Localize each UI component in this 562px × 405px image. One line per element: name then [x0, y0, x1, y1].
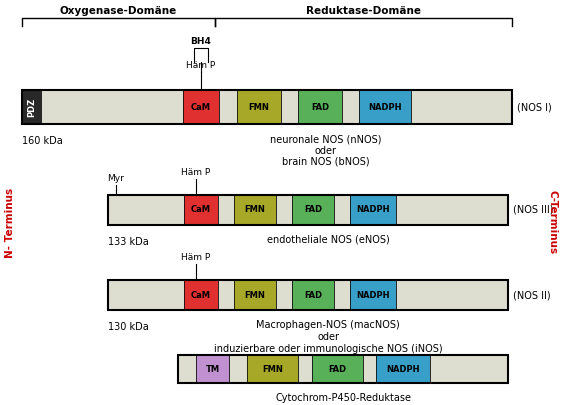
Bar: [184, 195, 218, 225]
Text: Cytochrom-P450-Reduktase: Cytochrom-P450-Reduktase: [275, 393, 411, 403]
Bar: [196, 355, 229, 383]
Bar: [276, 195, 292, 225]
Bar: [430, 355, 508, 383]
Bar: [237, 90, 281, 124]
Bar: [350, 195, 396, 225]
Bar: [108, 280, 184, 310]
Text: Reduktase-Domäne: Reduktase-Domäne: [306, 6, 421, 16]
Bar: [334, 280, 350, 310]
Text: NADPH: NADPH: [387, 364, 420, 373]
Bar: [40, 90, 183, 124]
Text: brain NOS (bNOS): brain NOS (bNOS): [282, 157, 370, 167]
Text: (NOS I): (NOS I): [517, 102, 552, 112]
Bar: [234, 280, 276, 310]
Text: FMN: FMN: [262, 364, 283, 373]
Bar: [342, 90, 359, 124]
Text: N- Terminus: N- Terminus: [5, 188, 15, 258]
Bar: [376, 355, 430, 383]
Bar: [363, 355, 376, 383]
Text: induzierbare oder immunologische NOS (iNOS): induzierbare oder immunologische NOS (iN…: [214, 344, 442, 354]
Bar: [218, 195, 234, 225]
Text: neuronale NOS (nNOS): neuronale NOS (nNOS): [270, 134, 382, 144]
Text: CaM: CaM: [191, 102, 211, 111]
Text: (NOS III): (NOS III): [513, 205, 554, 215]
Bar: [108, 280, 508, 310]
Text: BH4: BH4: [191, 37, 211, 46]
Text: FAD: FAD: [328, 364, 346, 373]
Text: FMN: FMN: [244, 205, 265, 215]
Text: NADPH: NADPH: [356, 205, 390, 215]
Text: NADPH: NADPH: [356, 290, 390, 300]
Bar: [218, 280, 234, 310]
Bar: [276, 280, 292, 310]
Text: FAD: FAD: [311, 102, 329, 111]
Text: PDZ: PDZ: [27, 97, 36, 117]
Text: oder: oder: [315, 146, 337, 156]
Text: CaM: CaM: [191, 290, 211, 300]
Text: FMN: FMN: [244, 290, 265, 300]
Text: endotheliale NOS (eNOS): endotheliale NOS (eNOS): [266, 235, 389, 245]
Text: C-Terminus: C-Terminus: [547, 190, 557, 255]
Text: FAD: FAD: [304, 205, 322, 215]
Bar: [234, 195, 276, 225]
Bar: [229, 355, 247, 383]
Bar: [178, 355, 196, 383]
Bar: [184, 280, 218, 310]
Text: Macrophagen-NOS (macNOS): Macrophagen-NOS (macNOS): [256, 320, 400, 330]
Text: 133 kDa: 133 kDa: [108, 237, 149, 247]
Bar: [411, 90, 512, 124]
Bar: [220, 90, 237, 124]
Bar: [292, 195, 334, 225]
Text: TM: TM: [206, 364, 220, 373]
Bar: [396, 280, 508, 310]
Bar: [22, 90, 40, 124]
Bar: [281, 90, 298, 124]
Text: Häm P: Häm P: [182, 168, 211, 177]
Bar: [396, 195, 508, 225]
Bar: [22, 90, 512, 124]
Bar: [334, 195, 350, 225]
Text: Myr: Myr: [107, 174, 124, 183]
Bar: [247, 355, 298, 383]
Text: FMN: FMN: [248, 102, 269, 111]
Text: 130 kDa: 130 kDa: [108, 322, 149, 332]
Bar: [108, 195, 508, 225]
Bar: [292, 280, 334, 310]
Bar: [183, 90, 220, 124]
Text: oder: oder: [317, 332, 339, 342]
Bar: [298, 90, 342, 124]
Text: Häm P: Häm P: [186, 61, 215, 70]
Text: (NOS II): (NOS II): [513, 290, 551, 300]
Bar: [359, 90, 411, 124]
Text: Oxygenase-Domäne: Oxygenase-Domäne: [60, 6, 177, 16]
Bar: [108, 195, 184, 225]
Text: NADPH: NADPH: [368, 102, 402, 111]
Bar: [178, 355, 508, 383]
Text: Häm P: Häm P: [182, 253, 211, 262]
Bar: [298, 355, 312, 383]
Text: 160 kDa: 160 kDa: [22, 136, 63, 146]
Text: FAD: FAD: [304, 290, 322, 300]
Bar: [350, 280, 396, 310]
Text: CaM: CaM: [191, 205, 211, 215]
Bar: [312, 355, 363, 383]
